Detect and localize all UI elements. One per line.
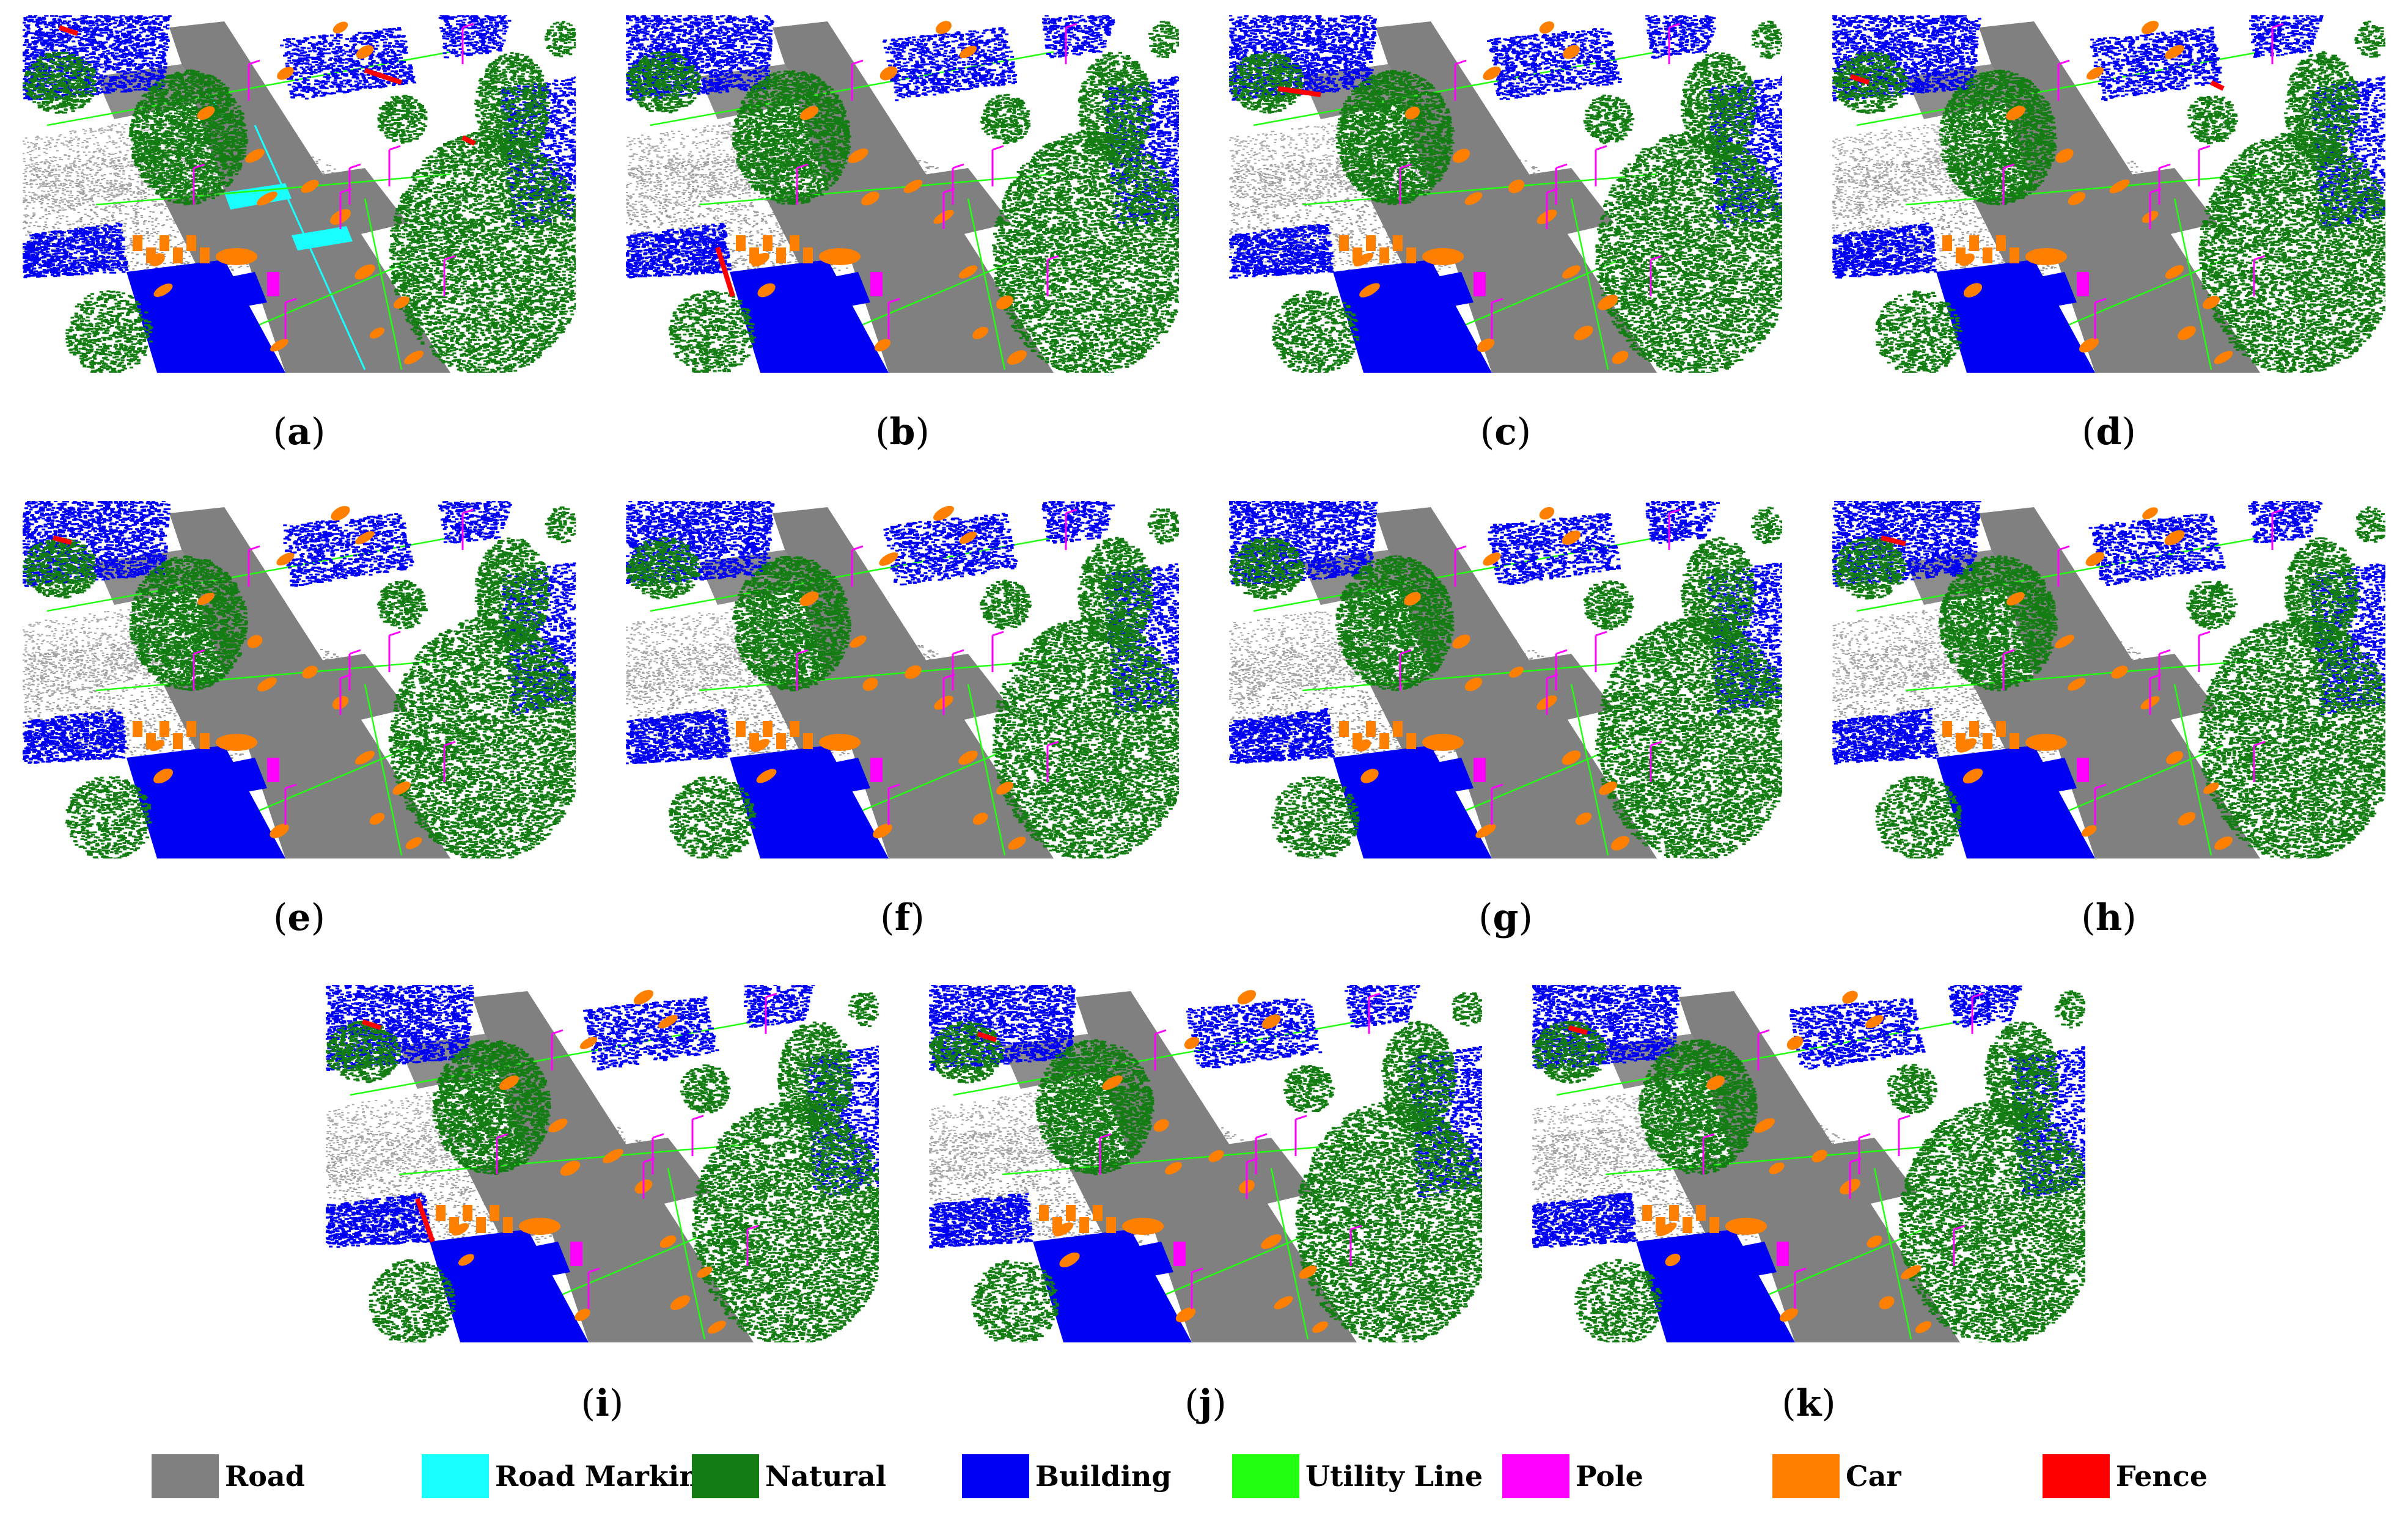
caption-d: (d) (1832, 411, 2385, 453)
legend-label-natural: Natural (765, 1460, 886, 1493)
caption-letter-k: k (1796, 1382, 1822, 1425)
panel-j (929, 985, 1482, 1342)
caption-letter-e: e (287, 896, 310, 939)
point-cloud-image (1832, 501, 2385, 858)
caption-f: (f) (626, 896, 1179, 939)
legend-swatch-road-marking (422, 1454, 489, 1498)
panel-h (1832, 501, 2385, 858)
legend-item-natural: Natural (692, 1454, 886, 1498)
caption-letter-g: g (1493, 896, 1519, 939)
panel-f (626, 501, 1179, 858)
legend: Road Road Marking Natural Building Utili… (0, 1454, 2408, 1503)
legend-item-road-marking: Road Marking (422, 1454, 719, 1498)
legend-swatch-road (152, 1454, 219, 1498)
panel-g (1229, 501, 1782, 858)
panel-b (626, 15, 1179, 373)
legend-label-pole: Pole (1576, 1460, 1643, 1493)
caption-b: (b) (626, 411, 1179, 453)
legend-item-pole: Pole (1502, 1454, 1643, 1498)
caption-letter-b: b (890, 411, 916, 453)
caption-i: (i) (326, 1382, 879, 1425)
legend-item-utility-line: Utility Line (1232, 1454, 1483, 1498)
legend-item-car: Car (1772, 1454, 1901, 1498)
caption-letter-a: a (287, 411, 311, 453)
point-cloud-image (23, 15, 576, 373)
caption-letter-c: c (1494, 411, 1517, 453)
point-cloud-image (1229, 501, 1782, 858)
caption-g: (g) (1229, 896, 1782, 939)
caption-letter-h: h (2096, 896, 2123, 939)
point-cloud-image (626, 501, 1179, 858)
legend-swatch-building (962, 1454, 1029, 1498)
legend-swatch-utility-line (1232, 1454, 1299, 1498)
panel-d (1832, 15, 2385, 373)
legend-label-road: Road (225, 1460, 305, 1493)
point-cloud-image (326, 985, 879, 1342)
legend-swatch-natural (692, 1454, 759, 1498)
point-cloud-image (1532, 985, 2085, 1342)
point-cloud-image (23, 501, 576, 858)
caption-letter-j: j (1199, 1382, 1213, 1425)
panel-a (23, 15, 576, 373)
legend-item-building: Building (962, 1454, 1172, 1498)
panel-e (23, 501, 576, 858)
legend-label-utility-line: Utility Line (1305, 1460, 1483, 1493)
legend-swatch-car (1772, 1454, 1840, 1498)
caption-letter-i: i (595, 1382, 609, 1425)
caption-c: (c) (1229, 411, 1782, 453)
panel-k (1532, 985, 2085, 1342)
caption-e: (e) (23, 896, 576, 939)
point-cloud-image (626, 15, 1179, 373)
caption-h: (h) (1832, 896, 2385, 939)
point-cloud-image (1229, 15, 1782, 373)
caption-j: (j) (929, 1382, 1482, 1425)
legend-swatch-fence (2043, 1454, 2110, 1498)
legend-item-road: Road (152, 1454, 305, 1498)
panel-c (1229, 15, 1782, 373)
legend-swatch-pole (1502, 1454, 1569, 1498)
legend-label-car: Car (1846, 1460, 1901, 1493)
point-cloud-image (1832, 15, 2385, 373)
legend-item-fence: Fence (2043, 1454, 2208, 1498)
legend-label-fence: Fence (2116, 1460, 2208, 1493)
legend-label-road-marking: Road Marking (495, 1460, 719, 1493)
caption-k: (k) (1532, 1382, 2085, 1425)
point-cloud-image (929, 985, 1482, 1342)
caption-letter-d: d (2096, 411, 2122, 453)
legend-label-building: Building (1035, 1460, 1172, 1493)
caption-a: (a) (23, 411, 576, 453)
panel-i (326, 985, 879, 1342)
caption-letter-f: f (895, 896, 911, 939)
